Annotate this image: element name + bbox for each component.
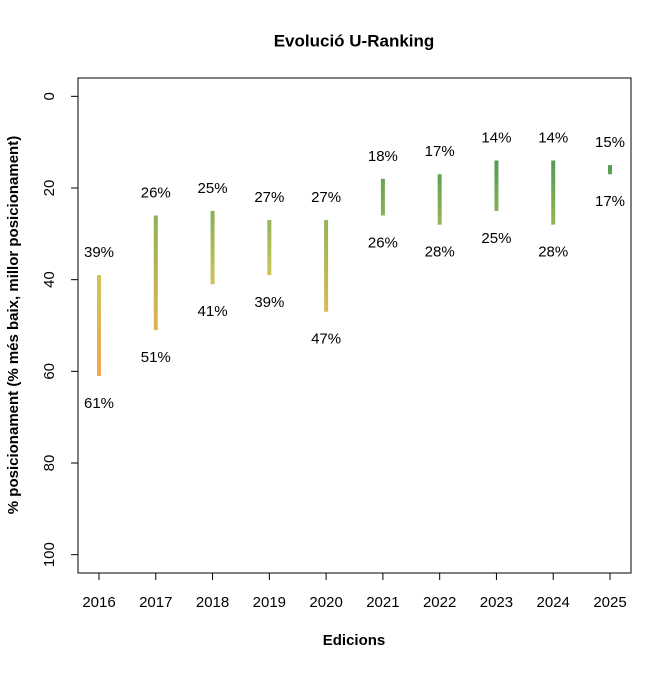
x-tick-label: 2022 [423,594,456,611]
x-tick-label: 2025 [593,594,626,611]
chart-title: Evolució U-Ranking [274,31,435,50]
value-label: 17% [595,193,625,210]
y-tick-label: 40 [41,271,58,288]
value-label: 27% [311,189,341,206]
value-label: 15% [595,134,625,151]
range-bar [153,215,158,331]
y-tick-label: 0 [41,92,58,100]
x-tick-label: 2021 [366,594,399,611]
value-label: 47% [311,331,341,348]
y-axis-label: % posicionament (% més baix, millor posi… [5,136,22,514]
value-label: 28% [425,244,455,261]
value-label: 25% [198,180,228,197]
value-label: 17% [425,143,455,160]
y-tick-label: 80 [41,455,58,472]
plot-frame [77,77,632,574]
value-label: 25% [481,230,511,247]
x-tick-label: 2023 [480,594,513,611]
range-bar [267,220,272,276]
value-label: 18% [368,148,398,165]
y-tick-label: 20 [41,180,58,197]
value-label: 26% [368,234,398,251]
y-tick-label: 100 [41,542,58,567]
value-label: 27% [254,189,284,206]
x-tick-label: 2020 [309,594,342,611]
value-label: 28% [538,244,568,261]
value-label: 51% [141,349,171,366]
range-bar [608,165,612,175]
x-axis-label: Edicions [323,632,386,649]
value-label: 39% [254,294,284,311]
value-label: 14% [481,129,511,146]
x-tick-label: 2017 [139,594,172,611]
range-bar [437,174,442,225]
x-tick-label: 2019 [253,594,286,611]
range-bar [210,210,215,285]
value-label: 26% [141,184,171,201]
value-label: 61% [84,395,114,412]
range-bar [380,178,385,216]
y-tick-label: 60 [41,363,58,380]
value-label: 39% [84,244,114,261]
value-label: 14% [538,129,568,146]
range-bar [551,160,556,225]
x-tick-label: 2016 [82,594,115,611]
range-bar [97,275,101,376]
range-bar [494,160,499,211]
x-tick-label: 2024 [537,594,570,611]
value-label: 41% [198,303,228,320]
x-tick-label: 2018 [196,594,229,611]
range-bar [324,220,329,312]
